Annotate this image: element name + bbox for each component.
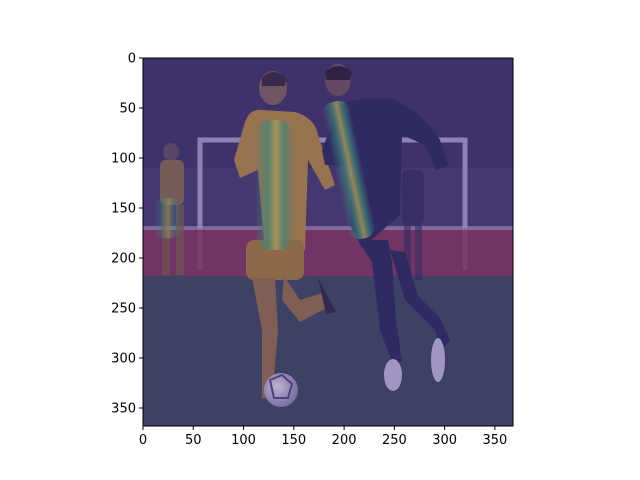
x-tick-label: 350 xyxy=(482,433,507,448)
x-axis: 0 50 100 150 200 250 300 350 xyxy=(139,426,507,448)
x-tick-label: 50 xyxy=(185,433,202,448)
y-tick-label: 100 xyxy=(111,152,136,167)
y-tick-label: 200 xyxy=(111,252,136,267)
football-icon xyxy=(264,373,298,407)
background-player xyxy=(160,143,184,275)
x-tick-label: 300 xyxy=(432,433,457,448)
y-tick-label: 300 xyxy=(111,352,136,367)
axes-frame xyxy=(142,57,514,427)
y-tick-label: 250 xyxy=(111,302,136,317)
attention-heat-overlay xyxy=(153,100,376,250)
advertising-banner xyxy=(143,228,513,276)
background-player xyxy=(402,170,424,280)
x-tick-label: 100 xyxy=(231,433,256,448)
y-axis: 0 50 100 150 200 250 300 350 xyxy=(111,52,143,417)
y-tick-label: 350 xyxy=(111,402,136,417)
y-tick-label: 0 xyxy=(128,52,136,67)
y-tick-label: 150 xyxy=(111,202,136,217)
x-tick-label: 200 xyxy=(332,433,357,448)
colormap-tint xyxy=(143,58,513,426)
x-tick-label: 150 xyxy=(281,433,306,448)
y-tick-label: 50 xyxy=(119,102,136,117)
x-tick-label: 250 xyxy=(382,433,407,448)
x-tick-label: 0 xyxy=(139,433,147,448)
heatmap-image xyxy=(143,58,513,426)
